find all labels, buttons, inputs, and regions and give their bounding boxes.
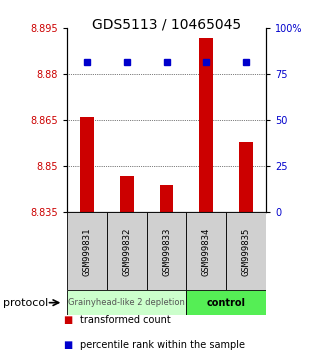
Bar [80,117,94,212]
Bar [107,212,147,290]
Bar [186,290,266,315]
Bar [147,212,186,290]
Text: GSM999834: GSM999834 [202,227,211,275]
Text: transformed count: transformed count [80,315,171,325]
Text: GSM999832: GSM999832 [122,227,131,275]
Bar [67,212,107,290]
Text: GSM999835: GSM999835 [242,227,251,275]
Bar [239,142,253,212]
Text: GSM999831: GSM999831 [82,227,91,275]
Bar [199,38,213,212]
Text: ■: ■ [63,315,73,325]
Text: percentile rank within the sample: percentile rank within the sample [80,340,245,350]
Text: ■: ■ [63,340,73,350]
Bar [120,176,134,212]
Text: protocol: protocol [3,298,49,308]
Text: control: control [207,298,246,308]
Text: GDS5113 / 10465045: GDS5113 / 10465045 [92,18,241,32]
Text: GSM999833: GSM999833 [162,227,171,275]
Bar [186,212,226,290]
Bar [160,185,173,212]
Bar [67,290,186,315]
Bar [226,212,266,290]
Text: Grainyhead-like 2 depletion: Grainyhead-like 2 depletion [68,298,185,307]
